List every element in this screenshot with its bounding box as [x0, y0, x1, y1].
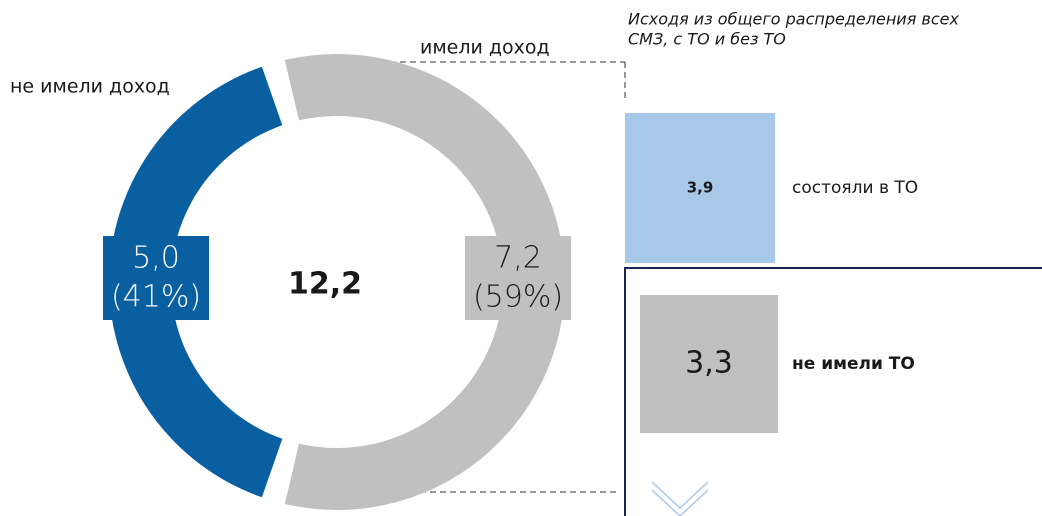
- note: Исходя из общего распределения всех: [628, 10, 959, 29]
- chevron-icon: [651, 489, 709, 516]
- category-label: состояли в ТО: [792, 178, 918, 198]
- value-label-box: [103, 236, 209, 320]
- category-label: имели доход: [420, 37, 550, 59]
- chevron-icon: [651, 481, 709, 510]
- square: [640, 295, 779, 434]
- total-label: 12,2: [288, 267, 362, 302]
- percent-label: (59%): [473, 280, 563, 315]
- category-label: не имели ТО: [792, 354, 915, 374]
- value-label-box: [465, 236, 571, 320]
- value-label: 3,3: [685, 346, 733, 381]
- note: СМЗ, с ТО и без ТО: [628, 30, 786, 49]
- category-label: не имели доход: [10, 76, 170, 98]
- percent-label: (41%): [111, 280, 201, 315]
- square: [625, 113, 776, 264]
- value-label: 3,9: [687, 179, 714, 197]
- frame: [624, 267, 1042, 516]
- value-label: 5,0: [132, 241, 180, 276]
- donut-segment: [108, 66, 283, 498]
- donut-segment: [284, 54, 565, 511]
- value-label: 7,2: [494, 241, 542, 276]
